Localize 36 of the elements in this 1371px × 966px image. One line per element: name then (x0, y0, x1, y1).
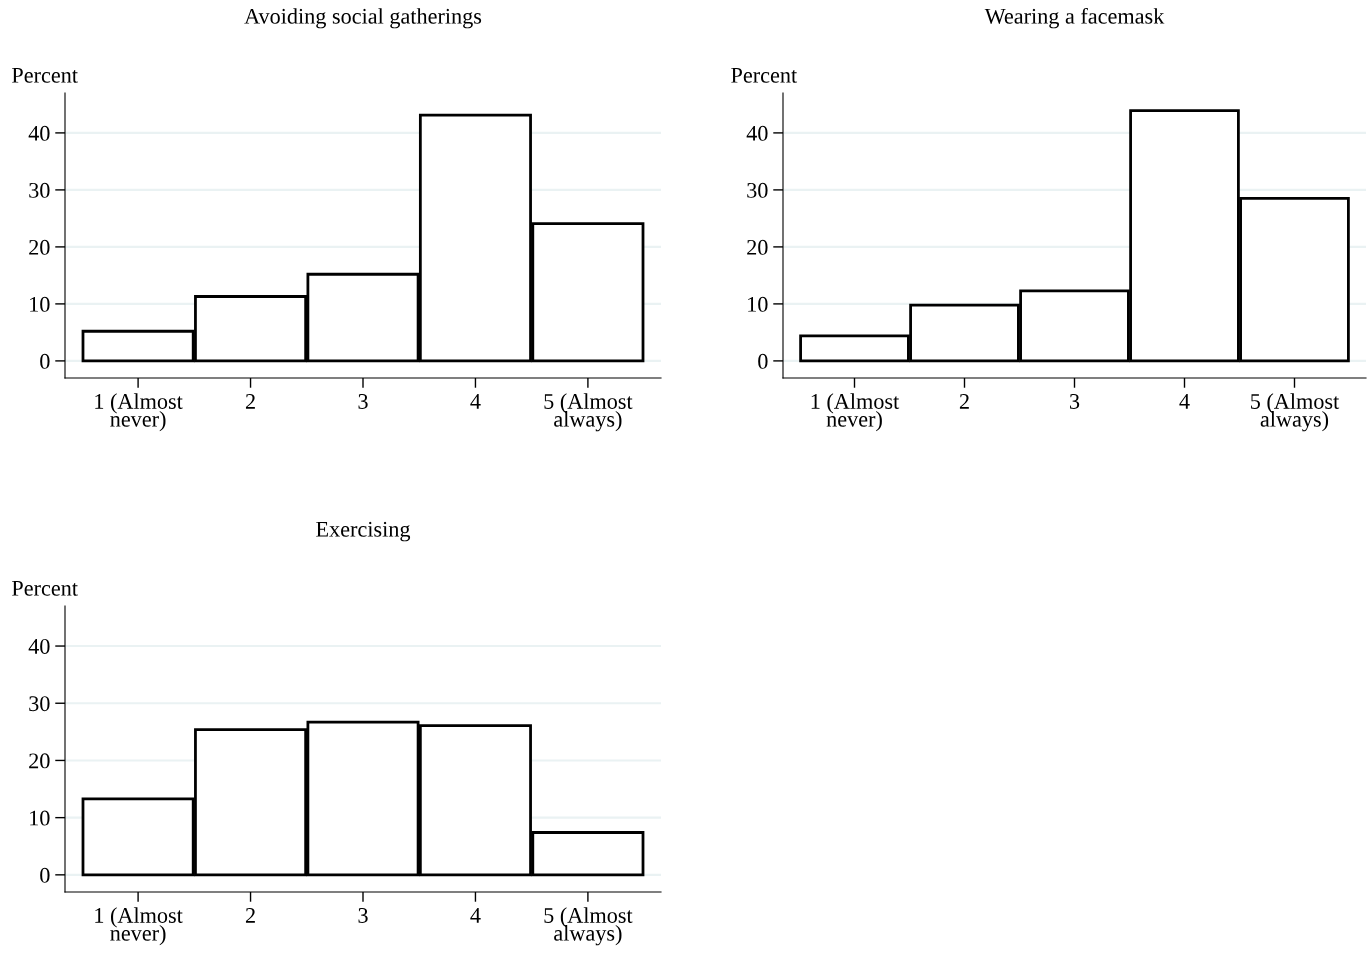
chart-title: Avoiding social gatherings (244, 8, 482, 29)
y-tick-label: 10 (30, 296, 50, 312)
y-tick-label: 40 (28, 125, 50, 141)
y-tick-label: 20 (747, 239, 768, 255)
x-tick-label: 1 (Almost never) (811, 393, 900, 432)
x-tick-label: 2 (245, 907, 255, 923)
x-tick-label: 4 (470, 908, 481, 923)
y-tick-label: 20 (29, 239, 50, 255)
y-tick-label: 0 (758, 353, 768, 369)
x-tick-label: 5 (Almost always) (1251, 393, 1340, 432)
x-tick-label: 1 (Almost never) (95, 393, 183, 432)
y-tick-label: 0 (40, 353, 50, 369)
x-tick-label: 3 (1070, 393, 1080, 409)
x-tick-label: 2 (959, 393, 969, 409)
x-tick-label: 5 (Almost always) (544, 393, 633, 432)
y-tick-label: 30 (747, 182, 768, 198)
y-tick-label: 10 (748, 296, 768, 312)
x-tick-label: 5 (Almost always) (544, 907, 633, 946)
y-tick-label: 40 (746, 125, 768, 141)
y-tick-label: 10 (30, 810, 50, 826)
y-tick-label: 40 (28, 638, 50, 654)
y-axis-title: Percent (12, 581, 78, 596)
x-tick-label: 1 (Almost never) (95, 907, 183, 946)
y-tick-label: 30 (29, 696, 50, 712)
y-axis-title: Percent (12, 68, 78, 83)
x-tick-label: 3 (358, 907, 368, 923)
x-tick-label: 2 (245, 393, 255, 409)
x-tick-label: 3 (358, 393, 368, 409)
y-tick-label: 0 (40, 867, 50, 883)
chart-title: Wearing a facemask (984, 7, 1165, 29)
y-tick-label: 20 (29, 753, 50, 769)
chart-title: Exercising (316, 521, 411, 542)
y-tick-label: 30 (29, 182, 50, 198)
y-axis-title: Percent (731, 68, 798, 83)
x-tick-label: 4 (1179, 394, 1190, 409)
x-tick-label: 4 (470, 394, 481, 409)
